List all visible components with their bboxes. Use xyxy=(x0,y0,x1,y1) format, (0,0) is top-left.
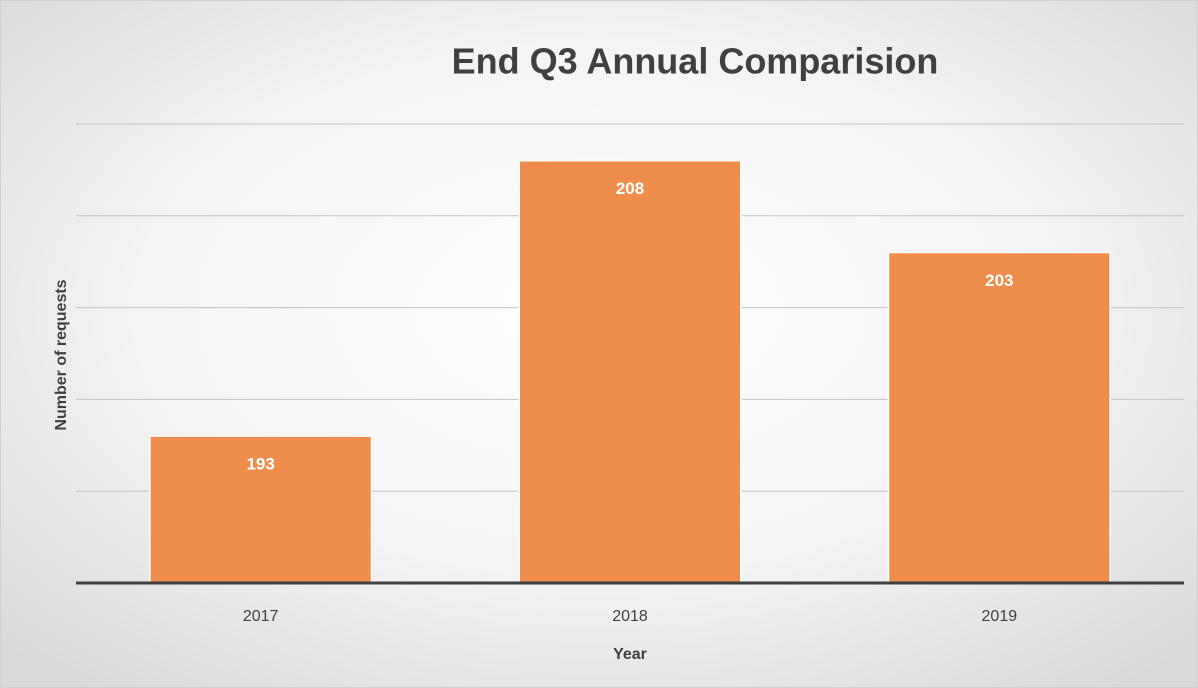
data-label: 208 xyxy=(616,179,644,198)
data-label: 193 xyxy=(246,455,274,474)
bar xyxy=(887,251,1111,584)
chart-title: End Q3 Annual Comparision xyxy=(452,41,939,82)
x-tick-label: 2018 xyxy=(612,608,648,625)
x-axis-title: Year xyxy=(613,646,647,663)
x-tick-label: 2019 xyxy=(982,608,1018,625)
data-label: 203 xyxy=(985,271,1013,290)
bar xyxy=(518,159,742,584)
y-axis-title: Number of requests xyxy=(53,279,70,430)
x-tick-label: 2017 xyxy=(243,608,279,625)
